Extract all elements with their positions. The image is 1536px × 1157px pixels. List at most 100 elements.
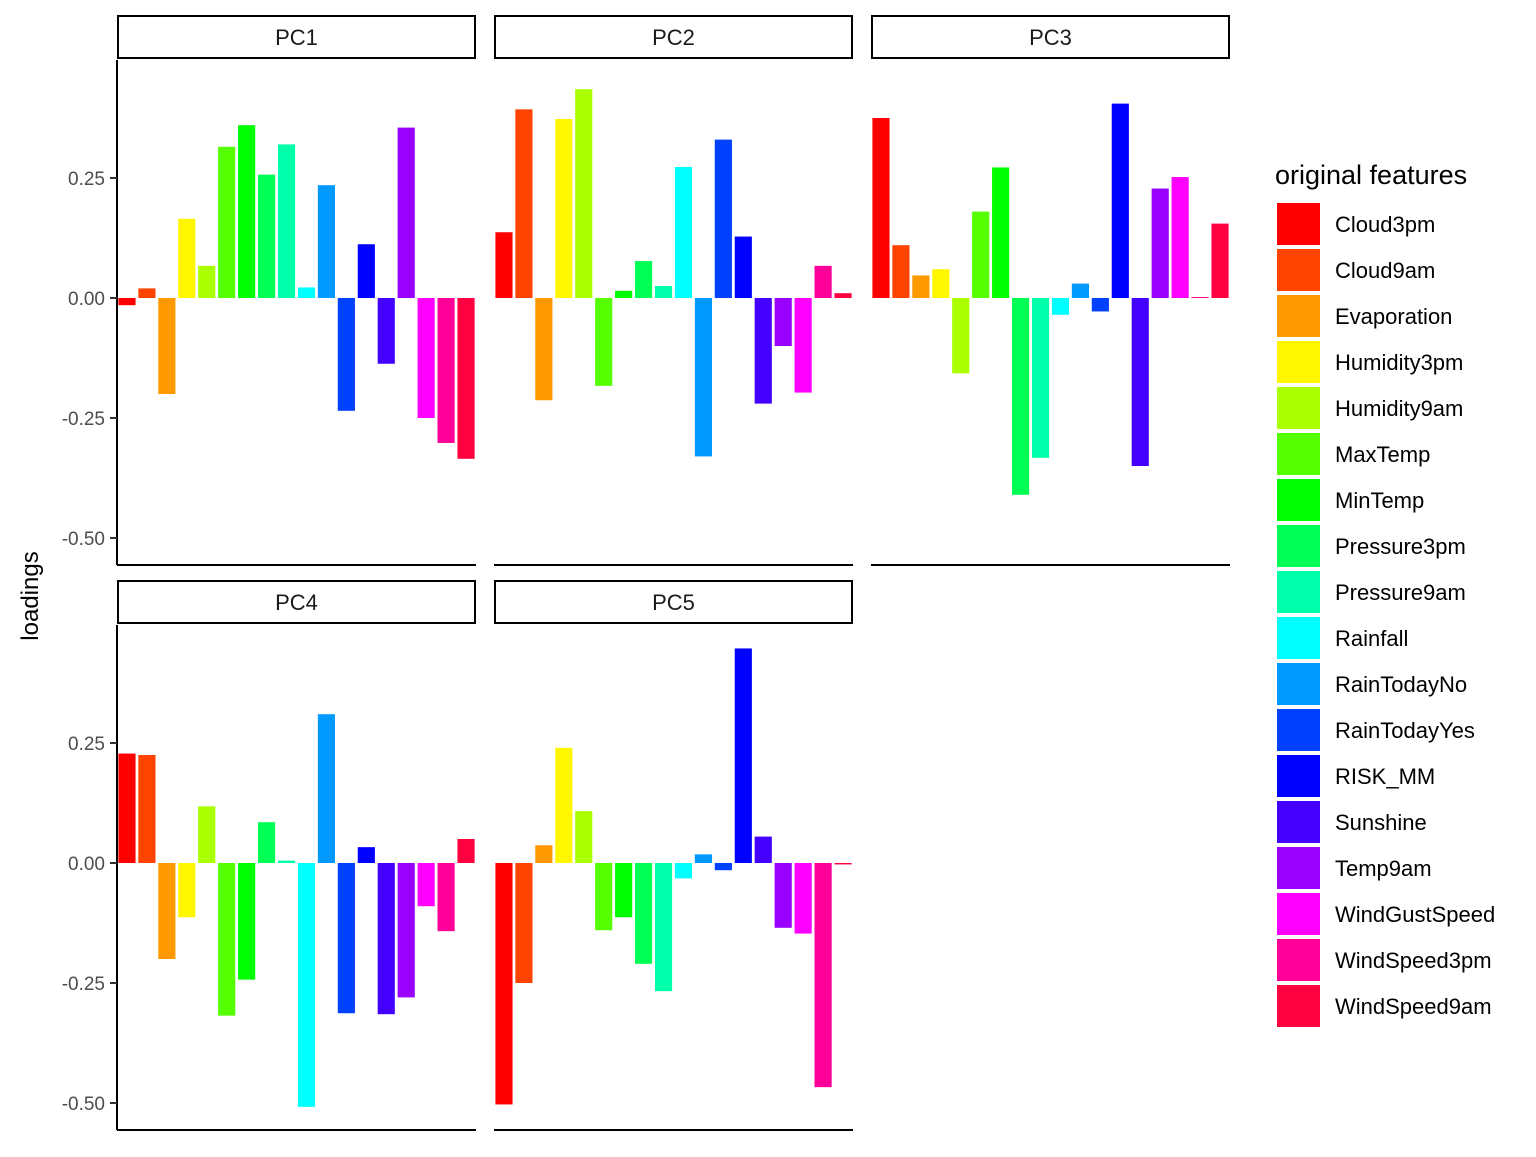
bar-rainfall [297,287,316,298]
bar-rainfall [674,863,693,879]
bar-windgustspeed [1171,177,1189,298]
legend-title: original features [1275,160,1467,190]
y-tick-label: -0.50 [62,529,105,550]
legend-label: Humidity3pm [1335,350,1463,375]
bar-temp9am [1151,188,1169,298]
bar-evaporation [158,863,176,959]
bar-humidity9am [575,89,593,298]
legend-label: Temp9am [1335,856,1432,881]
facet-strip-pc3 [871,15,1230,59]
bar-maxtemp [595,863,613,931]
bar-pressure9am [277,144,296,298]
bar-cloud3pm [118,298,136,306]
bar-cloud9am [138,755,156,863]
legend-label: MinTemp [1335,488,1424,513]
bar-windspeed3pm [437,298,455,443]
bar-raintodayno [317,185,335,298]
bar-evaporation [535,298,553,401]
y-tick-label: -0.25 [62,409,105,430]
y-tick-label: 0.00 [68,289,105,310]
legend-key-sunshine [1277,801,1320,843]
legend-key-raintodayno [1277,663,1320,705]
bar-rainfall [1051,298,1070,315]
bar-evaporation [158,298,176,394]
bar-temp9am [774,298,792,346]
y-tick-label: -0.25 [62,974,105,995]
legend-label: RainTodayNo [1335,672,1467,697]
bar-raintodayyes [714,139,732,298]
bar-pressure3pm [1012,298,1030,495]
legend-key-windspeed9am [1277,985,1320,1027]
bar-windgustspeed [794,298,812,393]
legend-label: Cloud9am [1335,258,1435,283]
bar-cloud3pm [872,118,890,298]
bar-mintemp [238,863,256,980]
bar-pressure3pm [635,863,653,964]
bar-pressure9am [654,863,673,992]
bar-cloud9am [515,863,533,983]
y-tick-label: 0.25 [68,734,105,755]
facet-label: PC3 [1029,25,1072,50]
y-tick-label: 0.00 [68,854,105,875]
bar-sunshine [377,298,395,364]
bar-windgustspeed [417,298,435,418]
bar-humidity3pm [178,218,196,298]
bar-raintodayyes [1091,298,1109,312]
legend-label: Cloud3pm [1335,212,1435,237]
legend-key-evaporation [1277,295,1320,337]
legend-key-pressure3pm [1277,525,1320,567]
bar-windspeed3pm [437,863,455,932]
legend-label: WindGustSpeed [1335,902,1495,927]
legend-key-humidity3pm [1277,341,1320,383]
bar-temp9am [774,863,792,928]
bar-raintodayno [694,298,712,457]
bar-humidity9am [198,806,216,863]
bar-risk_mm [357,847,375,863]
bar-windspeed9am [834,863,852,865]
facet-label: PC4 [275,590,318,615]
bar-maxtemp [218,146,236,298]
bar-evaporation [535,845,553,863]
bar-raintodayno [317,714,335,863]
bar-mintemp [615,863,633,918]
bar-raintodayyes [337,298,355,411]
facet-strip-pc2 [494,15,853,59]
legend-label: WindSpeed3pm [1335,948,1492,973]
bar-windspeed9am [1211,223,1229,298]
bar-temp9am [397,863,415,998]
bar-cloud9am [892,245,910,298]
bar-humidity3pm [555,747,573,863]
bar-windgustspeed [417,863,435,907]
bar-sunshine [754,836,772,863]
legend-key-windgustspeed [1277,893,1320,935]
bar-risk_mm [734,236,752,298]
bar-risk_mm [734,648,752,863]
bar-pressure3pm [258,822,276,863]
bar-maxtemp [972,211,990,298]
legend-label: RainTodayYes [1335,718,1475,743]
bar-sunshine [377,863,395,1015]
legend-key-maxtemp [1277,433,1320,475]
facet-strip-pc1 [117,15,476,59]
bar-cloud3pm [495,232,513,298]
bar-windspeed3pm [814,863,832,1088]
bar-cloud9am [515,109,533,298]
facet-label: PC1 [275,25,318,50]
bar-raintodayno [694,854,712,863]
bar-windspeed9am [457,839,475,863]
bar-rainfall [674,166,693,298]
bar-pressure3pm [635,261,653,298]
bar-windspeed3pm [1191,297,1209,298]
y-tick-label: -0.50 [62,1094,105,1115]
legend-label: RISK_MM [1335,764,1435,789]
facet-strip-pc5 [494,580,853,624]
legend-label: Humidity9am [1335,396,1463,421]
bar-temp9am [397,127,415,298]
legend-label: Rainfall [1335,626,1408,651]
legend-key-mintemp [1277,479,1320,521]
legend-label: WindSpeed9am [1335,994,1492,1019]
bar-raintodayyes [337,863,355,1014]
bar-mintemp [615,290,633,298]
